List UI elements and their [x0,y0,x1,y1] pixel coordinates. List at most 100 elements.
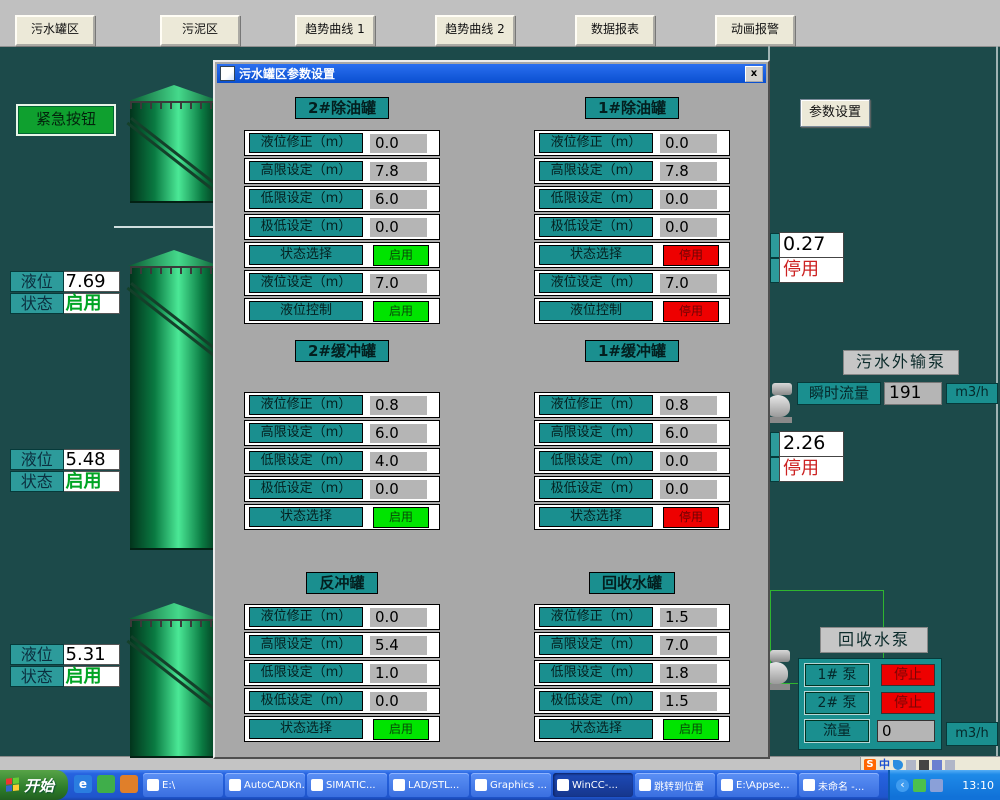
param-row: 高限设定（m） 7.8 [534,158,730,184]
panel-title: 2#缓冲罐 [294,340,389,362]
param-value-input[interactable]: 0.0 [660,189,717,209]
param-value-input[interactable]: 0.0 [660,451,717,471]
tank1-readout: 液位 7.69 状态 启用 [10,271,120,315]
param-value-input[interactable]: 6.0 [660,423,717,443]
tray-icon-1[interactable] [913,778,926,792]
task-label: 跳转到位置 [654,781,704,793]
param-row: 低限设定（m） 1.8 [534,660,730,686]
taskbar-task-6[interactable]: WinCC-... [553,773,633,797]
param-value-input[interactable]: 7.8 [660,161,717,181]
nav-button-4[interactable]: 趋势曲线 2 [435,15,515,46]
pump2-status[interactable]: 停止 [881,692,935,714]
ime-punct-icon[interactable] [906,759,916,770]
param-value-input[interactable]: 0.0 [660,133,717,153]
keyboard-icon[interactable] [919,759,929,770]
taskbar-task-4[interactable]: LAD/STL... [389,773,469,797]
state-toggle-button[interactable]: 启用 [663,718,719,740]
task-icon [639,779,651,791]
ie-icon[interactable]: e [74,775,92,793]
param-value-input[interactable]: 0.0 [660,217,717,237]
param-value-input[interactable]: 0.8 [660,395,717,415]
tray-icon-2[interactable] [930,778,943,792]
task-label: 未命名 -... [818,781,865,793]
panel-2-buffer: 2#缓冲罐 液位修正（m） 0.8 高限设定（m） 6.0 低限设定（m） 4.0 极低设定… [244,340,440,532]
state-toggle-button[interactable]: 启用 [373,300,429,322]
nav-button-6[interactable]: 动画报警 [715,15,795,46]
state-toggle-button[interactable]: 停用 [663,300,719,322]
quicklaunch-icon[interactable] [120,775,138,793]
param-value-input[interactable]: 0.0 [370,479,427,499]
param-value-input[interactable]: 5.4 [370,635,427,655]
ime-tool-icon[interactable] [932,759,942,770]
param-value-input[interactable]: 7.0 [370,273,427,293]
param-label: 状态选择 [539,719,653,739]
taskbar-task-1[interactable]: E:\ [143,773,223,797]
param-value-input[interactable]: 6.0 [370,423,427,443]
param-value-input[interactable]: 1.5 [660,691,717,711]
state-toggle-button[interactable]: 停用 [663,244,719,266]
state-toggle-button[interactable]: 启用 [373,244,429,266]
state-toggle-button[interactable]: 停用 [663,506,719,528]
param-value-input[interactable]: 0.0 [370,133,427,153]
taskbar-task-5[interactable]: Graphics ... [471,773,551,797]
nav-button-3[interactable]: 趋势曲线 1 [295,15,375,46]
flow-row: 流量 0 [805,719,935,743]
task-label: E:\ [162,779,176,791]
param-value-input[interactable]: 7.0 [660,273,717,293]
taskbar-task-8[interactable]: E:\Appse... [717,773,797,797]
pump1-status[interactable]: 停止 [881,664,935,686]
param-value-input[interactable]: 0.0 [370,217,427,237]
param-value-input[interactable]: 1.5 [660,607,717,627]
task-label: SIMATIC... [326,779,376,791]
ime-settings-icon[interactable] [945,759,955,770]
param-value-input[interactable]: 1.0 [370,663,427,683]
state-toggle-button[interactable]: 启用 [373,506,429,528]
recycle-pump-icon [760,650,792,702]
quick-launch: e [74,775,138,793]
param-value-input[interactable]: 0.0 [370,691,427,711]
param-value-input[interactable]: 1.8 [660,663,717,683]
param-value-input[interactable]: 4.0 [370,451,427,471]
param-row: 高限设定（m） 5.4 [244,632,440,658]
status-label: 状态 [10,666,64,687]
panel-rows: 液位修正（m） 0.8 高限设定（m） 6.0 低限设定（m） 4.0 极低设定（m） 0.0… [244,392,440,530]
tray-chevron-icon[interactable]: ‹ [896,778,909,792]
param-value-input[interactable]: 7.8 [370,161,427,181]
param-value-input[interactable]: 0.8 [370,395,427,415]
param-value-input[interactable]: 6.0 [370,189,427,209]
param-row: 低限设定（m） 0.0 [534,186,730,212]
nav-button-1[interactable]: 污水罐区 [15,15,95,46]
panel-2-deoiler: 2#除油罐 液位修正（m） 0.0 高限设定（m） 7.8 低限设定（m） 6.0 极低设定… [244,97,440,326]
param-row: 液位修正（m） 0.0 [244,130,440,156]
quicklaunch-icon[interactable] [97,775,115,793]
close-icon[interactable]: x [745,65,763,82]
param-label: 低限设定（m） [539,663,653,683]
taskbar-task-7[interactable]: 跳转到位置 [635,773,715,797]
taskbar-task-2[interactable]: AutoCADKn... [225,773,305,797]
param-value-input[interactable]: 0.0 [660,479,717,499]
dialog-titlebar[interactable]: 污水罐区参数设置 x [217,64,766,83]
panel-rows: 液位修正（m） 0.0 高限设定（m） 7.8 低限设定（m） 6.0 极低设定（m） 0.0… [244,130,440,324]
taskbar-task-9[interactable]: 未命名 -... [799,773,879,797]
emergency-button[interactable]: 紧急按钮 [18,106,114,134]
windows-flag-icon [6,777,20,792]
param-value-input[interactable]: 0.0 [370,607,427,627]
tank-rail [130,619,218,627]
panel-1-deoiler: 1#除油罐 液位修正（m） 0.0 高限设定（m） 7.8 低限设定（m） 0.0 极低设定… [534,97,730,326]
nav-button-5[interactable]: 数据报表 [575,15,655,46]
start-button[interactable]: 开始 [0,770,68,800]
outlet-pump-value: 2.26 [779,431,844,457]
param-label: 状态选择 [249,507,363,527]
sogou-icon[interactable]: S [864,758,876,771]
state-toggle-button[interactable]: 启用 [373,718,429,740]
taskbar-task-3[interactable]: SIMATIC... [307,773,387,797]
ime-mode-icon[interactable] [893,759,903,770]
flow-label: 流量 [805,720,869,742]
params-settings-button[interactable]: 参数设置 [800,99,870,127]
tank-graphic-2 [128,250,223,550]
language-indicator[interactable]: 中 [879,758,890,771]
nav-button-2[interactable]: 污泥区 [160,15,240,46]
task-icon [803,779,815,791]
param-value-input[interactable]: 7.0 [660,635,717,655]
